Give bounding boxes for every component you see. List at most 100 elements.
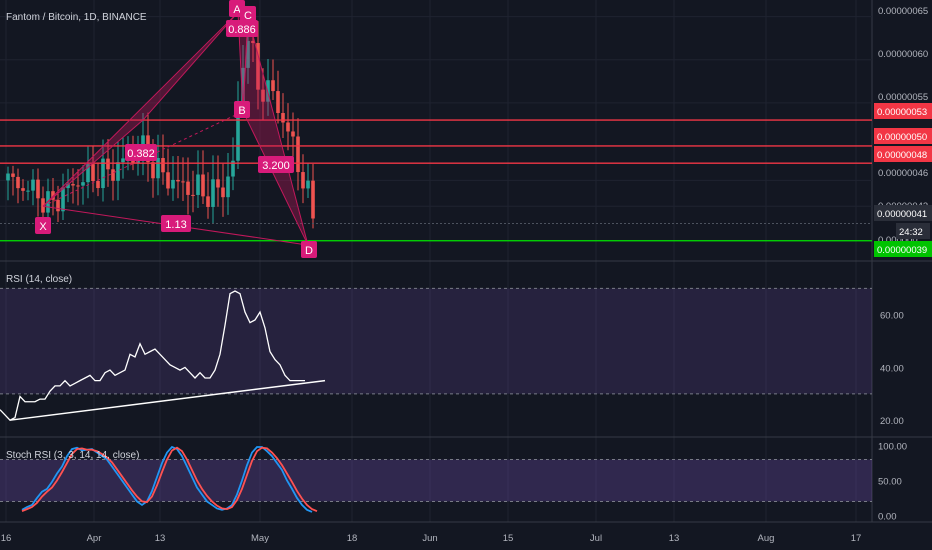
price-tag-text: 0.00000050 [877, 132, 927, 143]
candle-body [186, 181, 190, 195]
candle-body [221, 187, 225, 198]
point-c-label: C [240, 6, 256, 23]
point-x-label-text: X [39, 221, 47, 233]
rsi-axis-tick: 60.00 [880, 311, 904, 322]
candle-body [101, 158, 105, 189]
stoch-rsi-panel [0, 445, 872, 513]
ratio-xd-label: 1.13 [161, 215, 191, 232]
candle-body [6, 173, 10, 181]
point-c-label-box [240, 6, 256, 23]
ratio-bd-label-box [258, 156, 294, 173]
candle-body [241, 67, 245, 105]
price-tag-box [874, 103, 932, 119]
ratio-ac-label-box [226, 20, 258, 37]
candle-body [291, 131, 295, 137]
stoch-axis-tick: 50.00 [878, 477, 902, 488]
date-axis-tick: 13 [155, 533, 166, 544]
date-axis-tick: Apr [87, 533, 102, 544]
date-axis-tick: 17 [851, 533, 862, 544]
rsi-line [0, 290, 305, 421]
rsi-axis-tick: 40.00 [880, 363, 904, 374]
stoch-rsi-title: Stoch RSI (3, 3, 14, 14, close) [6, 450, 139, 461]
candle-body [286, 122, 290, 132]
ratio-ac-label-text: 0.886 [228, 24, 256, 36]
candle-body [166, 172, 170, 189]
candle-body [16, 176, 20, 189]
candle-body [56, 199, 60, 212]
price-tag-text: 24:32 [899, 227, 923, 238]
ratio-xb-label-text: 0.382 [127, 148, 155, 160]
point-d-label-text: D [305, 245, 313, 257]
point-b-label-box [234, 101, 250, 118]
candle-body [301, 172, 305, 189]
price-tag: 0.00000039 [874, 241, 932, 257]
candle-body [306, 180, 310, 189]
price-tag: 0.00000041 [874, 205, 932, 221]
candle-body [51, 191, 55, 200]
price-tag-text: 0.00000041 [877, 209, 927, 220]
candle-body [11, 173, 15, 177]
bcd-triangle [242, 16, 309, 246]
price-tag-box [874, 128, 932, 144]
candle-body [41, 198, 45, 213]
rsi-trendline [9, 379, 326, 421]
ratio-xd-label-text: 1.13 [165, 219, 186, 231]
rsi-title: RSI (14, close) [6, 274, 72, 285]
candle-body [226, 176, 230, 198]
grid-lines [0, 0, 932, 523]
candle-body [156, 158, 160, 179]
candle-body [181, 181, 185, 183]
candle-body [106, 158, 110, 170]
ratio-ac-label: 0.886 [226, 20, 258, 37]
point-d-label: D [301, 241, 317, 258]
date-axis-tick: 16 [1, 533, 12, 544]
candle-body [116, 162, 120, 181]
point-d-label-box [301, 241, 317, 258]
candle-body [161, 158, 165, 173]
candle-body [26, 190, 30, 192]
candle-body [251, 40, 255, 44]
candle-body [201, 174, 205, 197]
date-axis-tick: Jun [422, 533, 437, 544]
candle-body [31, 179, 35, 191]
price-tag-text: 0.00000048 [877, 150, 927, 161]
stoch-band [0, 459, 872, 502]
candle-body [196, 174, 200, 195]
rsi-panel [0, 287, 872, 421]
price-axis-tick: 0.00000055 [878, 92, 928, 103]
candle-body [21, 188, 25, 191]
point-b-label: B [234, 101, 250, 118]
stoch-axis-tick: 100.00 [878, 442, 907, 453]
stoch-d-line [21, 446, 318, 513]
price-tag-text: 0.00000039 [877, 245, 927, 256]
ratio-xb-label-box [125, 144, 157, 161]
date-axis-tick: Jul [590, 533, 602, 544]
candle-body [171, 179, 175, 189]
candle-body [231, 160, 235, 177]
candle-body [281, 113, 285, 123]
point-x-label-box [35, 217, 51, 234]
date-axis-tick: Aug [758, 533, 775, 544]
axes: 0.00000065 0.00000060 0.00000055 0.00000046… [1, 6, 932, 544]
ratio-bd-label: 3.200 [258, 156, 294, 173]
candle-body [276, 91, 280, 114]
candle-body [121, 158, 125, 163]
date-axis-tick: 13 [669, 533, 680, 544]
date-axis-tick: 18 [347, 533, 358, 544]
price-tag-box [896, 223, 930, 239]
rsi-band [0, 288, 872, 394]
candle-body [261, 89, 265, 102]
candle-body [216, 179, 220, 188]
candle-body [271, 80, 275, 92]
candle-body [296, 136, 300, 173]
candle-body [91, 164, 95, 181]
point-b-label-text: B [238, 105, 245, 117]
price-tag: 0.00000053 [874, 103, 932, 119]
stoch-axis-tick: 0.00 [878, 511, 897, 522]
price-axis-tick: 0.00000046 [878, 168, 928, 179]
date-axis-tick: May [251, 533, 269, 544]
candle-body [61, 188, 65, 212]
price-axis-tick: 0.00000065 [878, 6, 928, 17]
price-tag-box [874, 241, 932, 257]
price-tag: 0.00000050 [874, 128, 932, 144]
